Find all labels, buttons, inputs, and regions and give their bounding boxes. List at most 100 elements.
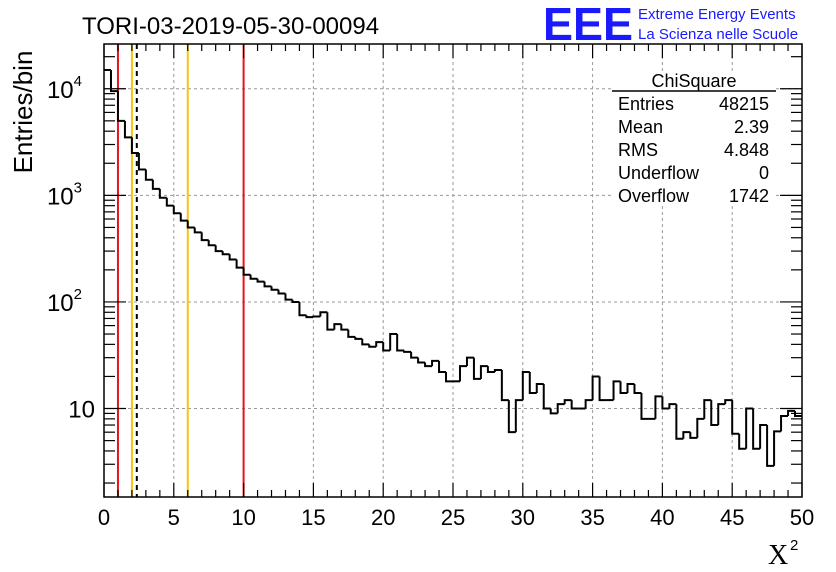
y-tick-label-100: 102 bbox=[47, 286, 82, 317]
stats-box-rows: Entries 48215 Mean 2.39 RMS 4.848 Underflow 0 Ov… bbox=[618, 94, 769, 206]
eee-logo-line2: La Scienza nelle Scuole bbox=[638, 26, 798, 43]
histogram-bin-50 bbox=[445, 372, 453, 383]
eee-logo-line1: Extreme Energy Events bbox=[638, 6, 796, 23]
histogram-bin-99 bbox=[787, 409, 796, 417]
histogram-bin-29 bbox=[298, 301, 307, 317]
histogram-bin-15 bbox=[200, 232, 209, 242]
stats-row-value-rms: 4.848 bbox=[724, 140, 769, 160]
x-tick-label-5: 5 bbox=[168, 505, 180, 530]
stats-row-value-overflow: 1742 bbox=[729, 186, 769, 206]
histogram-series bbox=[104, 68, 802, 467]
histogram-bin-97 bbox=[773, 430, 782, 466]
histogram-bin-46 bbox=[417, 357, 426, 364]
histogram-bin-13 bbox=[186, 220, 195, 229]
stats-row-value-entries: 48215 bbox=[719, 94, 769, 114]
histogram-bin-95 bbox=[759, 424, 768, 449]
histogram-bin-68 bbox=[570, 400, 579, 410]
histogram-bin-23 bbox=[256, 278, 265, 283]
histogram-bin-32 bbox=[319, 311, 328, 317]
histogram-bin-56 bbox=[486, 366, 495, 374]
histogram-bin-63 bbox=[535, 382, 544, 393]
histogram-bin-10 bbox=[165, 197, 174, 207]
histogram-bin-81 bbox=[661, 396, 670, 410]
histogram-bin-44 bbox=[403, 350, 412, 353]
histogram-bin-35 bbox=[340, 324, 349, 331]
chart-title: TORI-03-2019-05-30-00094 bbox=[82, 13, 379, 40]
x-tick-label-40: 40 bbox=[650, 505, 674, 530]
x-tick-label-45: 45 bbox=[720, 505, 744, 530]
histogram-bin-33 bbox=[326, 312, 335, 331]
histogram-bin-78 bbox=[640, 392, 649, 420]
histogram-bin-59 bbox=[507, 400, 516, 434]
y-tick-label-1000: 103 bbox=[47, 179, 82, 210]
histogram-bin-76 bbox=[626, 382, 635, 393]
histogram-bin-16 bbox=[207, 240, 216, 247]
histogram-bin-39 bbox=[368, 344, 377, 348]
histogram-bin-38 bbox=[361, 338, 370, 346]
y-tick-label-10000: 104 bbox=[47, 73, 82, 104]
histogram-bin-26 bbox=[277, 289, 286, 295]
histogram-bin-4 bbox=[123, 120, 132, 139]
stats-box-title: ChiSquare bbox=[651, 71, 736, 91]
histogram-bin-22 bbox=[249, 274, 258, 280]
histogram-bin-60 bbox=[514, 399, 523, 433]
histogram-bin-2 bbox=[109, 69, 118, 93]
histogram-bin-52 bbox=[458, 365, 467, 382]
histogram-bin-87 bbox=[703, 399, 712, 419]
stats-row-label-underflow: Underflow bbox=[618, 163, 700, 183]
histogram-bin-72 bbox=[598, 376, 607, 402]
histogram-bin-37 bbox=[354, 336, 363, 340]
x-tick-label-10: 10 bbox=[231, 505, 255, 530]
stats-row-label-entries: Entries bbox=[618, 94, 674, 114]
x-axis-label-base: X bbox=[768, 540, 788, 571]
histogram-bin-28 bbox=[291, 299, 300, 303]
histogram-bin-94 bbox=[752, 408, 761, 450]
histogram-bin-53 bbox=[465, 356, 474, 367]
histogram-bin-88 bbox=[710, 400, 719, 427]
stats-box-background bbox=[612, 72, 776, 206]
histogram-bin-11 bbox=[172, 205, 181, 215]
histogram-bin-92 bbox=[738, 433, 747, 450]
grid-lines bbox=[104, 44, 802, 497]
histogram-bin-6 bbox=[137, 152, 146, 171]
histogram-bin-89 bbox=[717, 403, 726, 426]
x-tick-label-25: 25 bbox=[441, 505, 465, 530]
histogram-bin-43 bbox=[396, 334, 405, 352]
stats-row-value-mean: 2.39 bbox=[734, 117, 769, 137]
histogram-bin-96 bbox=[766, 425, 775, 467]
histogram-bin-61 bbox=[521, 371, 530, 401]
histogram-bin-42 bbox=[389, 333, 398, 351]
histogram-bin-48 bbox=[431, 359, 440, 367]
stats-row-label-mean: Mean bbox=[618, 117, 663, 137]
x-axis-label-superscript: 2 bbox=[790, 537, 798, 554]
histogram-bin-75 bbox=[619, 381, 628, 394]
x-axis-ticks: 0 5 10 15 20 25 30 35 40 45 50 bbox=[98, 44, 814, 530]
histogram-bin-65 bbox=[549, 408, 558, 415]
stats-row-value-underflow: 0 bbox=[759, 163, 769, 183]
histogram-bin-25 bbox=[270, 286, 279, 291]
stats-row-label-rms: RMS bbox=[618, 140, 658, 160]
histogram-bin-3 bbox=[116, 91, 125, 122]
histogram-bin-93 bbox=[745, 407, 754, 449]
histogram-bin-17 bbox=[214, 245, 223, 253]
stats-row-label-overflow: Overflow bbox=[618, 186, 690, 206]
histogram-bin-64 bbox=[542, 383, 551, 410]
histogram-bin-34 bbox=[333, 323, 342, 330]
histogram-bin-45 bbox=[410, 351, 419, 359]
histogram-bin-36 bbox=[347, 329, 356, 338]
histogram-bin-98 bbox=[780, 415, 789, 432]
x-tick-label-30: 30 bbox=[511, 505, 535, 530]
histogram-bin-41 bbox=[382, 342, 391, 352]
histogram-bin-82 bbox=[668, 403, 677, 409]
x-tick-label-20: 20 bbox=[371, 505, 395, 530]
histogram-bin-27 bbox=[284, 293, 293, 301]
histogram-bin-83 bbox=[675, 404, 684, 440]
histogram-bin-47 bbox=[424, 362, 433, 368]
stats-box: ChiSquare Entries 48215 Mean 2.39 RMS 4.848 Un… bbox=[612, 71, 776, 206]
histogram-bin-9 bbox=[158, 188, 167, 199]
histogram-bin-80 bbox=[654, 395, 663, 419]
histogram-bin-54 bbox=[472, 357, 481, 380]
x-tick-label-15: 15 bbox=[301, 505, 325, 530]
histogram-bin-77 bbox=[633, 383, 642, 394]
histogram-bin-12 bbox=[179, 213, 188, 222]
